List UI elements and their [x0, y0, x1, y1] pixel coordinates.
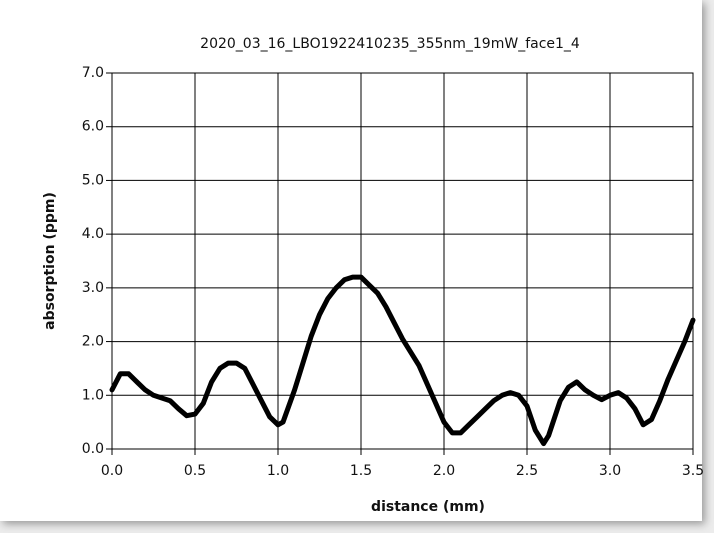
y-tick-label: 5.0 — [82, 172, 104, 188]
y-tick-label: 1.0 — [82, 387, 104, 403]
y-tick-label: 0.0 — [82, 441, 104, 457]
x-axis-title: distance (mm) — [371, 499, 485, 515]
x-tick-label: 2.5 — [516, 463, 538, 479]
x-tick-label: 2.0 — [433, 463, 455, 479]
chart-title: 2020_03_16_LBO1922410235_355nm_19mW_face… — [200, 36, 580, 52]
plot-frame — [111, 72, 694, 450]
x-tick-label: 1.0 — [267, 463, 289, 479]
x-tick-label: 0.0 — [101, 463, 123, 479]
y-axis-title: absorption (ppm) — [42, 192, 58, 330]
y-tick-label: 7.0 — [82, 65, 104, 81]
y-tick-label: 4.0 — [82, 226, 104, 242]
y-tick-label: 6.0 — [82, 119, 104, 135]
y-tick-label: 2.0 — [82, 334, 104, 350]
x-tick-label: 1.5 — [350, 463, 372, 479]
x-tick-label: 3.0 — [599, 463, 621, 479]
chart-panel — [0, 0, 702, 521]
data-line — [109, 274, 696, 447]
x-tick-label: 3.5 — [682, 463, 704, 479]
y-tick-label: 3.0 — [82, 280, 104, 296]
x-tick-label: 0.5 — [184, 463, 206, 479]
